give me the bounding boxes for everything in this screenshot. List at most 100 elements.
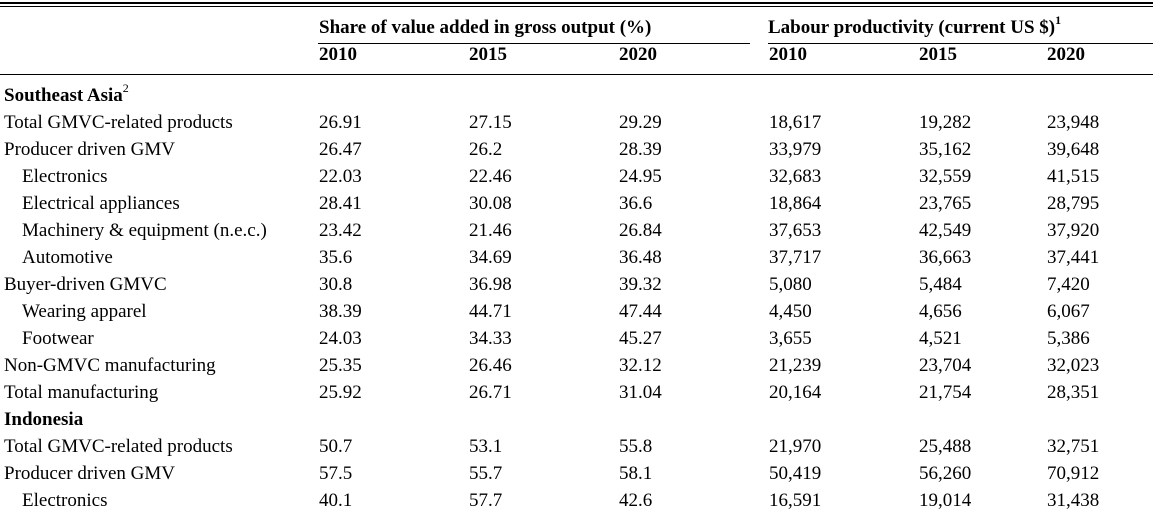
table-cell: 26.91 xyxy=(319,112,362,133)
table-cell: 26.47 xyxy=(319,139,362,160)
table-cell: 7,420 xyxy=(1047,274,1090,295)
table-cell: 23,765 xyxy=(919,193,972,214)
table-cell: 32,023 xyxy=(1047,355,1100,376)
table-cell: 19,014 xyxy=(919,490,972,511)
table-cell: 29.29 xyxy=(619,112,662,133)
table-cell: 3,655 xyxy=(769,328,812,349)
row-label: Non-GMVC manufacturing xyxy=(4,355,216,376)
table-cell: 21.46 xyxy=(469,220,512,241)
table-cell: 42.6 xyxy=(619,490,653,511)
table-cell: 33,979 xyxy=(769,139,822,160)
table-cell: 28,795 xyxy=(1047,193,1100,214)
table-cell: 47.44 xyxy=(619,301,662,322)
table-cell: 55.8 xyxy=(619,436,653,457)
table-cell: 18,617 xyxy=(769,112,822,133)
table-cell: 23.42 xyxy=(319,220,362,241)
table-cell: 31,438 xyxy=(1047,490,1100,511)
table-cell: 32,751 xyxy=(1047,436,1100,457)
table-cell: 42,549 xyxy=(919,220,972,241)
table-cell: 50.7 xyxy=(319,436,353,457)
year-header: 2015 xyxy=(919,44,957,65)
table-cell: 30.8 xyxy=(319,274,353,295)
table-cell: 4,450 xyxy=(769,301,812,322)
row-label: Electronics xyxy=(22,166,108,187)
table-cell: 40.1 xyxy=(319,490,353,511)
table-cell: 22.03 xyxy=(319,166,362,187)
row-label: Producer driven GMV xyxy=(4,463,175,484)
table-cell: 36.48 xyxy=(619,247,662,268)
table-cell: 45.27 xyxy=(619,328,662,349)
table-cell: 32,559 xyxy=(919,166,972,187)
table-cell: 4,656 xyxy=(919,301,962,322)
table-cell: 37,653 xyxy=(769,220,822,241)
table-cell: 24.95 xyxy=(619,166,662,187)
table-cell: 39,648 xyxy=(1047,139,1100,160)
section-title: Southeast Asia2 xyxy=(4,80,129,106)
table-cell: 26.46 xyxy=(469,355,512,376)
year-header: 2015 xyxy=(469,44,507,65)
table-cell: 37,717 xyxy=(769,247,822,268)
table-cell: 57.7 xyxy=(469,490,503,511)
table-cell: 6,067 xyxy=(1047,301,1090,322)
footnote-marker: 1 xyxy=(1055,12,1062,27)
row-label: Total manufacturing xyxy=(4,382,159,403)
table-cell: 41,515 xyxy=(1047,166,1100,187)
table-cell: 25.92 xyxy=(319,382,362,403)
table-cell: 36.6 xyxy=(619,193,653,214)
table-cell: 50,419 xyxy=(769,463,822,484)
row-label: Automotive xyxy=(22,247,113,268)
table-cell: 19,282 xyxy=(919,112,972,133)
row-label: Total GMVC-related products xyxy=(4,112,233,133)
table-cell: 27.15 xyxy=(469,112,512,133)
year-header: 2010 xyxy=(319,44,357,65)
row-label: Machinery & equipment (n.e.c.) xyxy=(22,220,267,241)
table-cell: 18,864 xyxy=(769,193,822,214)
row-label: Footwear xyxy=(22,328,94,349)
group-rule-productivity xyxy=(768,43,1153,44)
row-label: Producer driven GMV xyxy=(4,139,175,160)
table-cell: 28,351 xyxy=(1047,382,1100,403)
row-label: Wearing apparel xyxy=(22,301,147,322)
top-rule-thick xyxy=(0,2,1153,4)
table-cell: 30.08 xyxy=(469,193,512,214)
table-cell: 28.39 xyxy=(619,139,662,160)
table-cell: 58.1 xyxy=(619,463,653,484)
table-cell: 53.1 xyxy=(469,436,503,457)
table-cell: 22.46 xyxy=(469,166,512,187)
group-header-share: Share of value added in gross output (%) xyxy=(319,17,652,38)
table-cell: 5,386 xyxy=(1047,328,1090,349)
table-cell: 4,521 xyxy=(919,328,962,349)
table-cell: 26.84 xyxy=(619,220,662,241)
table-cell: 38.39 xyxy=(319,301,362,322)
group-rule-share xyxy=(318,43,750,44)
section-title: Indonesia xyxy=(4,409,84,430)
row-label: Total GMVC-related products xyxy=(4,436,233,457)
table-cell: 31.04 xyxy=(619,382,662,403)
table-cell: 23,704 xyxy=(919,355,972,376)
table-cell: 37,920 xyxy=(1047,220,1100,241)
footnote-marker: 2 xyxy=(122,80,129,95)
header-rule xyxy=(0,74,1153,75)
table-cell: 37,441 xyxy=(1047,247,1100,268)
table-cell: 39.32 xyxy=(619,274,662,295)
group-header-productivity: Labour productivity (current US $)1 xyxy=(768,12,1062,38)
table-cell: 16,591 xyxy=(769,490,822,511)
table-cell: 70,912 xyxy=(1047,463,1100,484)
year-header: 2020 xyxy=(619,44,657,65)
row-label: Buyer-driven GMVC xyxy=(4,274,167,295)
table-cell: 21,970 xyxy=(769,436,822,457)
table-cell: 44.71 xyxy=(469,301,512,322)
table-cell: 24.03 xyxy=(319,328,362,349)
table-cell: 36,663 xyxy=(919,247,972,268)
table-cell: 23,948 xyxy=(1047,112,1100,133)
year-header: 2020 xyxy=(1047,44,1085,65)
year-header: 2010 xyxy=(769,44,807,65)
table-cell: 57.5 xyxy=(319,463,353,484)
table-cell: 32,683 xyxy=(769,166,822,187)
table-cell: 25.35 xyxy=(319,355,362,376)
table-cell: 20,164 xyxy=(769,382,822,403)
table-cell: 56,260 xyxy=(919,463,972,484)
table-cell: 26.71 xyxy=(469,382,512,403)
table-cell: 55.7 xyxy=(469,463,503,484)
